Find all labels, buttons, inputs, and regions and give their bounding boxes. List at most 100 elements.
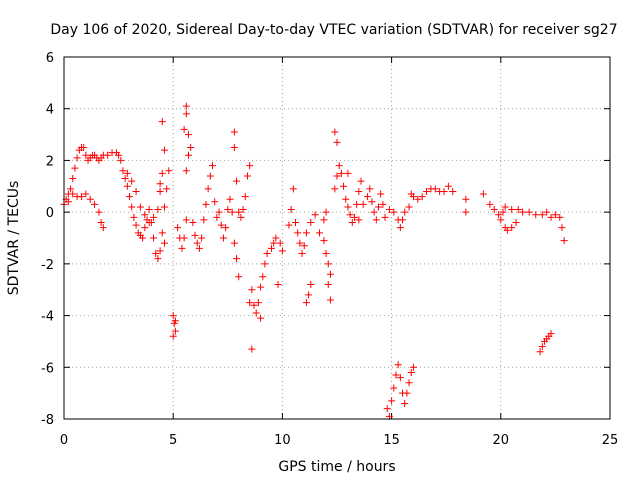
data-point [95,208,103,216]
data-point [248,345,256,353]
data-point [390,208,398,216]
data-point [132,221,140,229]
data-point [350,213,358,221]
x-tick-label: 10 [274,433,291,448]
data-point [209,162,217,170]
data-point [115,151,123,159]
data-point [206,172,214,180]
data-point [184,151,192,159]
data-point [499,208,507,216]
data-point [543,208,551,216]
data-point [156,180,164,188]
data-point [342,195,350,203]
data-point [324,281,332,289]
data-point [508,206,516,214]
data-point [128,177,136,185]
data-point [357,177,365,185]
data-point [69,175,77,183]
data-point [67,185,75,193]
data-point [525,208,533,216]
data-point [233,177,241,185]
y-tick-label: -6 [41,361,54,376]
data-point [130,213,138,221]
data-point [300,242,308,250]
data-point [331,185,339,193]
data-point [163,185,171,193]
data-point [230,239,238,247]
data-point [180,125,188,133]
data-point [178,244,186,252]
data-point [401,399,409,407]
data-point [154,255,162,263]
y-axis-label: SDTVAR / TECUs [6,181,22,296]
data-point [261,260,269,268]
data-point [320,216,328,224]
data-point [193,239,201,247]
data-point [219,234,227,242]
data-point [198,234,206,242]
x-tick-label: 15 [383,433,400,448]
data-point [235,208,243,216]
data-point [239,206,247,214]
data-point [99,224,107,232]
data-point [324,260,332,268]
data-point [366,185,374,193]
data-point [392,371,400,379]
data-point [182,102,190,110]
data-point [217,221,225,229]
data-point [418,193,426,201]
data-point [202,200,210,208]
data-point [558,224,566,232]
data-point [547,330,555,338]
data-point [359,200,367,208]
data-point [73,154,81,162]
data-point [287,206,295,214]
data-point [289,185,297,193]
data-point [532,211,540,219]
data-point [383,405,391,413]
data-point [171,327,179,335]
data-point [180,234,188,242]
data-point [276,239,284,247]
data-point [503,226,511,234]
data-point [355,216,363,224]
data-point [160,203,168,211]
data-point [69,190,77,198]
data-point [407,368,415,376]
data-point [368,198,376,206]
data-point [182,110,190,118]
data-point [322,208,330,216]
data-point [344,203,352,211]
data-point [414,195,422,203]
data-point [311,211,319,219]
data-point [307,281,315,289]
data-point [250,301,258,309]
data-point [213,213,221,221]
data-point [215,208,223,216]
data-point [104,151,112,159]
chart-title: Day 106 of 2020, Sidereal Day-to-day VTE… [50,22,617,38]
data-point [377,190,385,198]
data-point [497,216,505,224]
data-point [316,229,324,237]
y-tick-label: 0 [46,206,54,221]
data-point [431,185,439,193]
data-point [191,231,199,239]
data-point [403,389,411,397]
data-point [169,312,177,320]
data-point [340,182,348,190]
data-point [246,299,254,307]
data-point [154,206,162,214]
data-point [200,216,208,224]
data-point [123,182,131,190]
data-point [305,291,313,299]
data-point [401,208,409,216]
data-point [126,193,134,201]
data-point [409,193,417,201]
data-point [226,195,234,203]
data-point [156,247,164,255]
data-point [320,237,328,245]
y-tick-label: 6 [46,51,54,66]
data-point [252,309,260,317]
data-point [514,206,522,214]
